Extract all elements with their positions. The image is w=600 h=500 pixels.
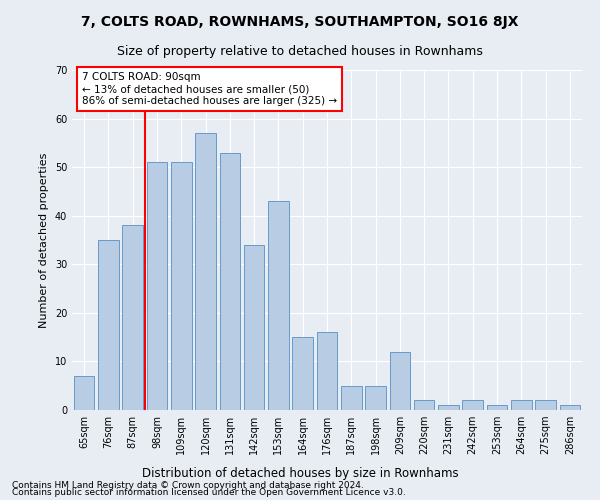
Bar bbox=[389, 352, 410, 410]
Text: 7, COLTS ROAD, ROWNHAMS, SOUTHAMPTON, SO16 8JX: 7, COLTS ROAD, ROWNHAMS, SOUTHAMPTON, SO… bbox=[81, 15, 519, 29]
Text: Distribution of detached houses by size in Rownhams: Distribution of detached houses by size … bbox=[142, 467, 458, 480]
Bar bbox=[487, 405, 508, 410]
Bar bbox=[171, 162, 191, 410]
Text: Contains public sector information licensed under the Open Government Licence v3: Contains public sector information licen… bbox=[12, 488, 406, 497]
Bar bbox=[98, 240, 119, 410]
Bar bbox=[122, 226, 143, 410]
Bar bbox=[220, 152, 240, 410]
Bar bbox=[438, 405, 459, 410]
Bar bbox=[511, 400, 532, 410]
Text: 7 COLTS ROAD: 90sqm
← 13% of detached houses are smaller (50)
86% of semi-detach: 7 COLTS ROAD: 90sqm ← 13% of detached ho… bbox=[82, 72, 337, 106]
Bar bbox=[560, 405, 580, 410]
Bar bbox=[535, 400, 556, 410]
Bar bbox=[195, 133, 216, 410]
Bar bbox=[414, 400, 434, 410]
Bar bbox=[244, 245, 265, 410]
Bar bbox=[146, 162, 167, 410]
Bar bbox=[292, 337, 313, 410]
Bar bbox=[365, 386, 386, 410]
Bar bbox=[463, 400, 483, 410]
Bar bbox=[317, 332, 337, 410]
Bar bbox=[74, 376, 94, 410]
Y-axis label: Number of detached properties: Number of detached properties bbox=[39, 152, 49, 328]
Bar bbox=[341, 386, 362, 410]
Text: Size of property relative to detached houses in Rownhams: Size of property relative to detached ho… bbox=[117, 45, 483, 58]
Bar bbox=[268, 201, 289, 410]
Text: Contains HM Land Registry data © Crown copyright and database right 2024.: Contains HM Land Registry data © Crown c… bbox=[12, 480, 364, 490]
